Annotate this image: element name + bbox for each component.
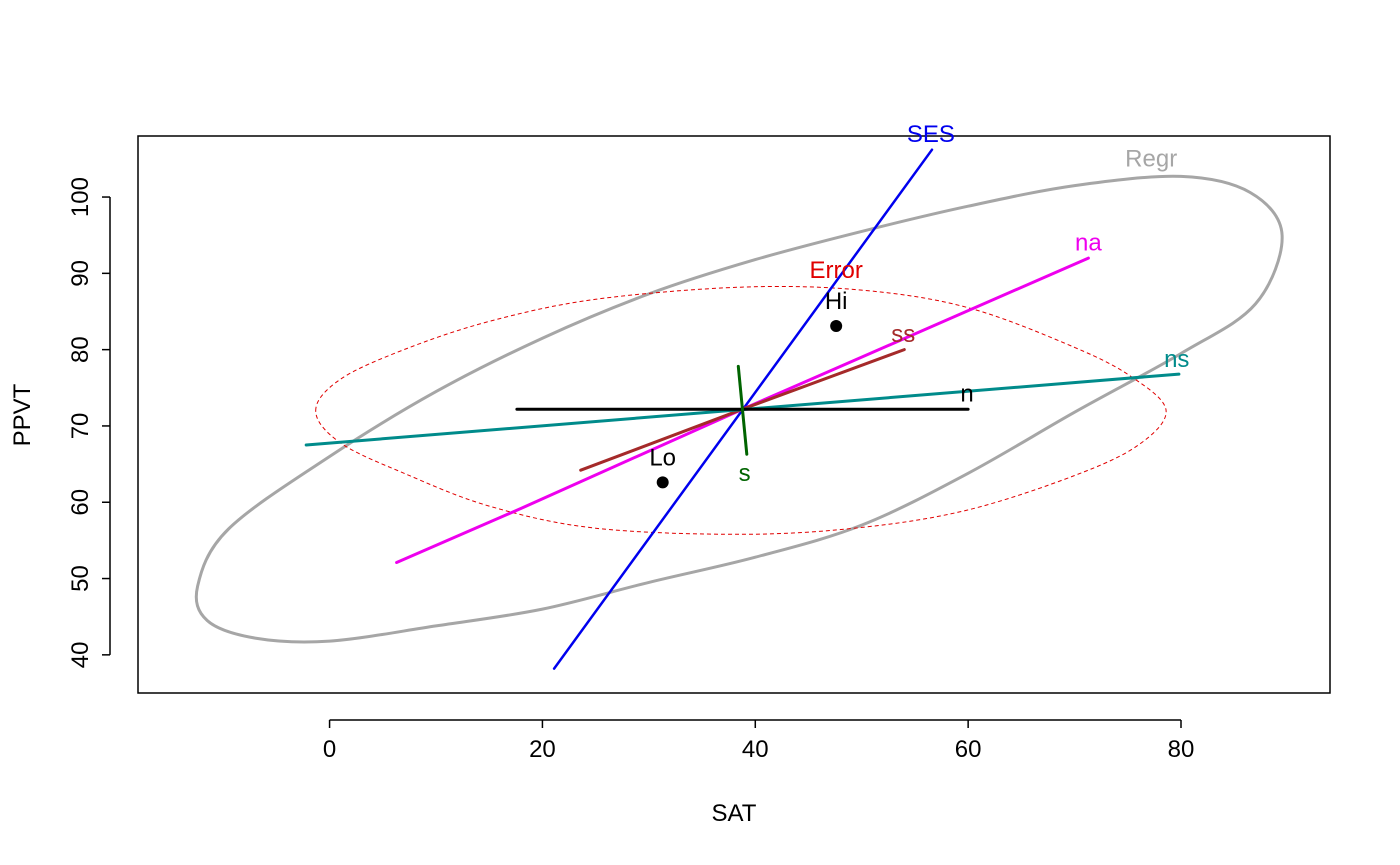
x-tick-label: 60	[955, 736, 982, 763]
plot-frame	[137, 135, 1331, 694]
point-lo	[656, 476, 669, 489]
x-axis-title: SAT	[712, 800, 757, 827]
series-na-label: na	[1075, 229, 1102, 256]
point-layer	[656, 319, 843, 489]
y-axis-title: PPVT	[9, 383, 36, 446]
y-tick-label: 100	[67, 177, 94, 217]
regr-ellipse-label: Regr	[1125, 146, 1177, 173]
point-hi-label: Hi	[825, 288, 848, 315]
series-ss-label: ss	[891, 321, 915, 348]
series-layer	[304, 148, 1181, 670]
error-ellipse-label: Error	[809, 257, 862, 284]
y-tick-label: 70	[67, 413, 94, 440]
y-axis: 40 50 60 70 80 90 100	[67, 177, 111, 668]
point-lo-label: Lo	[649, 444, 676, 471]
x-tick-label: 20	[529, 736, 556, 763]
x-tick-label: 0	[323, 736, 336, 763]
y-tick-label: 90	[67, 260, 94, 287]
series-s-line	[736, 364, 749, 456]
ellipse-layer	[194, 174, 1284, 644]
point-hi	[830, 319, 843, 332]
x-axis: 0 20 40 60 80	[323, 719, 1195, 763]
y-tick-label: 50	[67, 565, 94, 592]
y-tick-label: 60	[67, 489, 94, 516]
regr-ellipse	[194, 174, 1284, 644]
series-na-line	[395, 256, 1090, 564]
series-n-label: n	[960, 381, 973, 408]
error-ellipse	[315, 285, 1167, 535]
series-s-label: s	[739, 460, 751, 487]
x-tick-label: 80	[1168, 736, 1195, 763]
x-tick-label: 40	[742, 736, 769, 763]
series-ses-label: SES	[907, 121, 955, 148]
series-ns-label: ns	[1164, 346, 1189, 373]
y-tick-label: 40	[67, 641, 94, 668]
y-tick-label: 80	[67, 336, 94, 363]
